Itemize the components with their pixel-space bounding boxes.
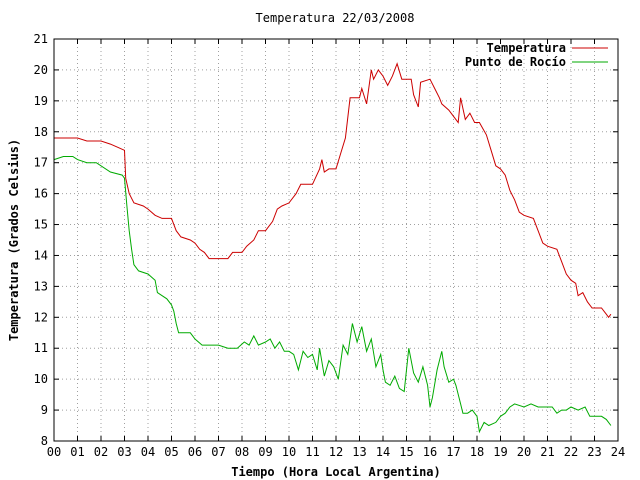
y-tick-label: 14 — [34, 248, 48, 262]
x-tick-label: 01 — [70, 445, 84, 459]
x-tick-label: 21 — [540, 445, 554, 459]
x-tick-label: 20 — [517, 445, 531, 459]
chart-title: Temperatura 22/03/2008 — [256, 11, 415, 25]
x-tick-label: 13 — [352, 445, 366, 459]
x-tick-label: 10 — [282, 445, 296, 459]
x-tick-label: 07 — [211, 445, 225, 459]
y-tick-label: 19 — [34, 94, 48, 108]
y-tick-label: 9 — [41, 403, 48, 417]
x-tick-label: 15 — [399, 445, 413, 459]
x-tick-label: 23 — [587, 445, 601, 459]
series-line-temperatura — [54, 62, 612, 319]
x-tick-label: 02 — [94, 445, 108, 459]
series-line-punto-de-rocio — [53, 156, 612, 434]
x-tick-label: 14 — [376, 445, 390, 459]
x-tick-label: 06 — [188, 445, 202, 459]
y-tick-label: 8 — [41, 434, 48, 448]
y-tick-label: 20 — [34, 63, 48, 77]
x-tick-label: 04 — [141, 445, 155, 459]
y-tick-label: 21 — [34, 32, 48, 46]
y-tick-label: 16 — [34, 187, 48, 201]
x-tick-label: 09 — [258, 445, 272, 459]
y-tick-label: 11 — [34, 341, 48, 355]
x-tick-label: 12 — [329, 445, 343, 459]
x-tick-label: 11 — [305, 445, 319, 459]
grid-lines — [54, 39, 618, 441]
series-lines — [53, 62, 612, 434]
x-tick-label: 03 — [117, 445, 131, 459]
legend: Temperatura Punto de Rocío — [465, 41, 608, 69]
x-tick-label: 22 — [564, 445, 578, 459]
x-tick-label: 16 — [423, 445, 437, 459]
y-tick-label: 18 — [34, 125, 48, 139]
x-tick-label: 17 — [446, 445, 460, 459]
legend-label-temperatura: Temperatura — [487, 41, 566, 55]
legend-label-punto-de-rocio: Punto de Rocío — [465, 55, 566, 69]
y-tick-label: 13 — [34, 279, 48, 293]
y-tick-label: 12 — [34, 310, 48, 324]
y-tick-label: 15 — [34, 218, 48, 232]
y-axis-label: Temperatura (Grados Celsius) — [7, 139, 21, 341]
x-tick-label: 19 — [493, 445, 507, 459]
y-tick-label: 17 — [34, 156, 48, 170]
x-tick-label: 00 — [47, 445, 61, 459]
y-tick-label: 10 — [34, 372, 48, 386]
x-axis-label: Tiempo (Hora Local Argentina) — [231, 465, 441, 479]
x-tick-label: 18 — [470, 445, 484, 459]
x-tick-label: 24 — [611, 445, 625, 459]
x-tick-label: 08 — [235, 445, 249, 459]
axis-ticks: 00 01 02 03 04 05 06 07 08 09 10 11 12 13 14 15 16 17 18 19… — [34, 32, 626, 459]
x-tick-label: 05 — [164, 445, 178, 459]
